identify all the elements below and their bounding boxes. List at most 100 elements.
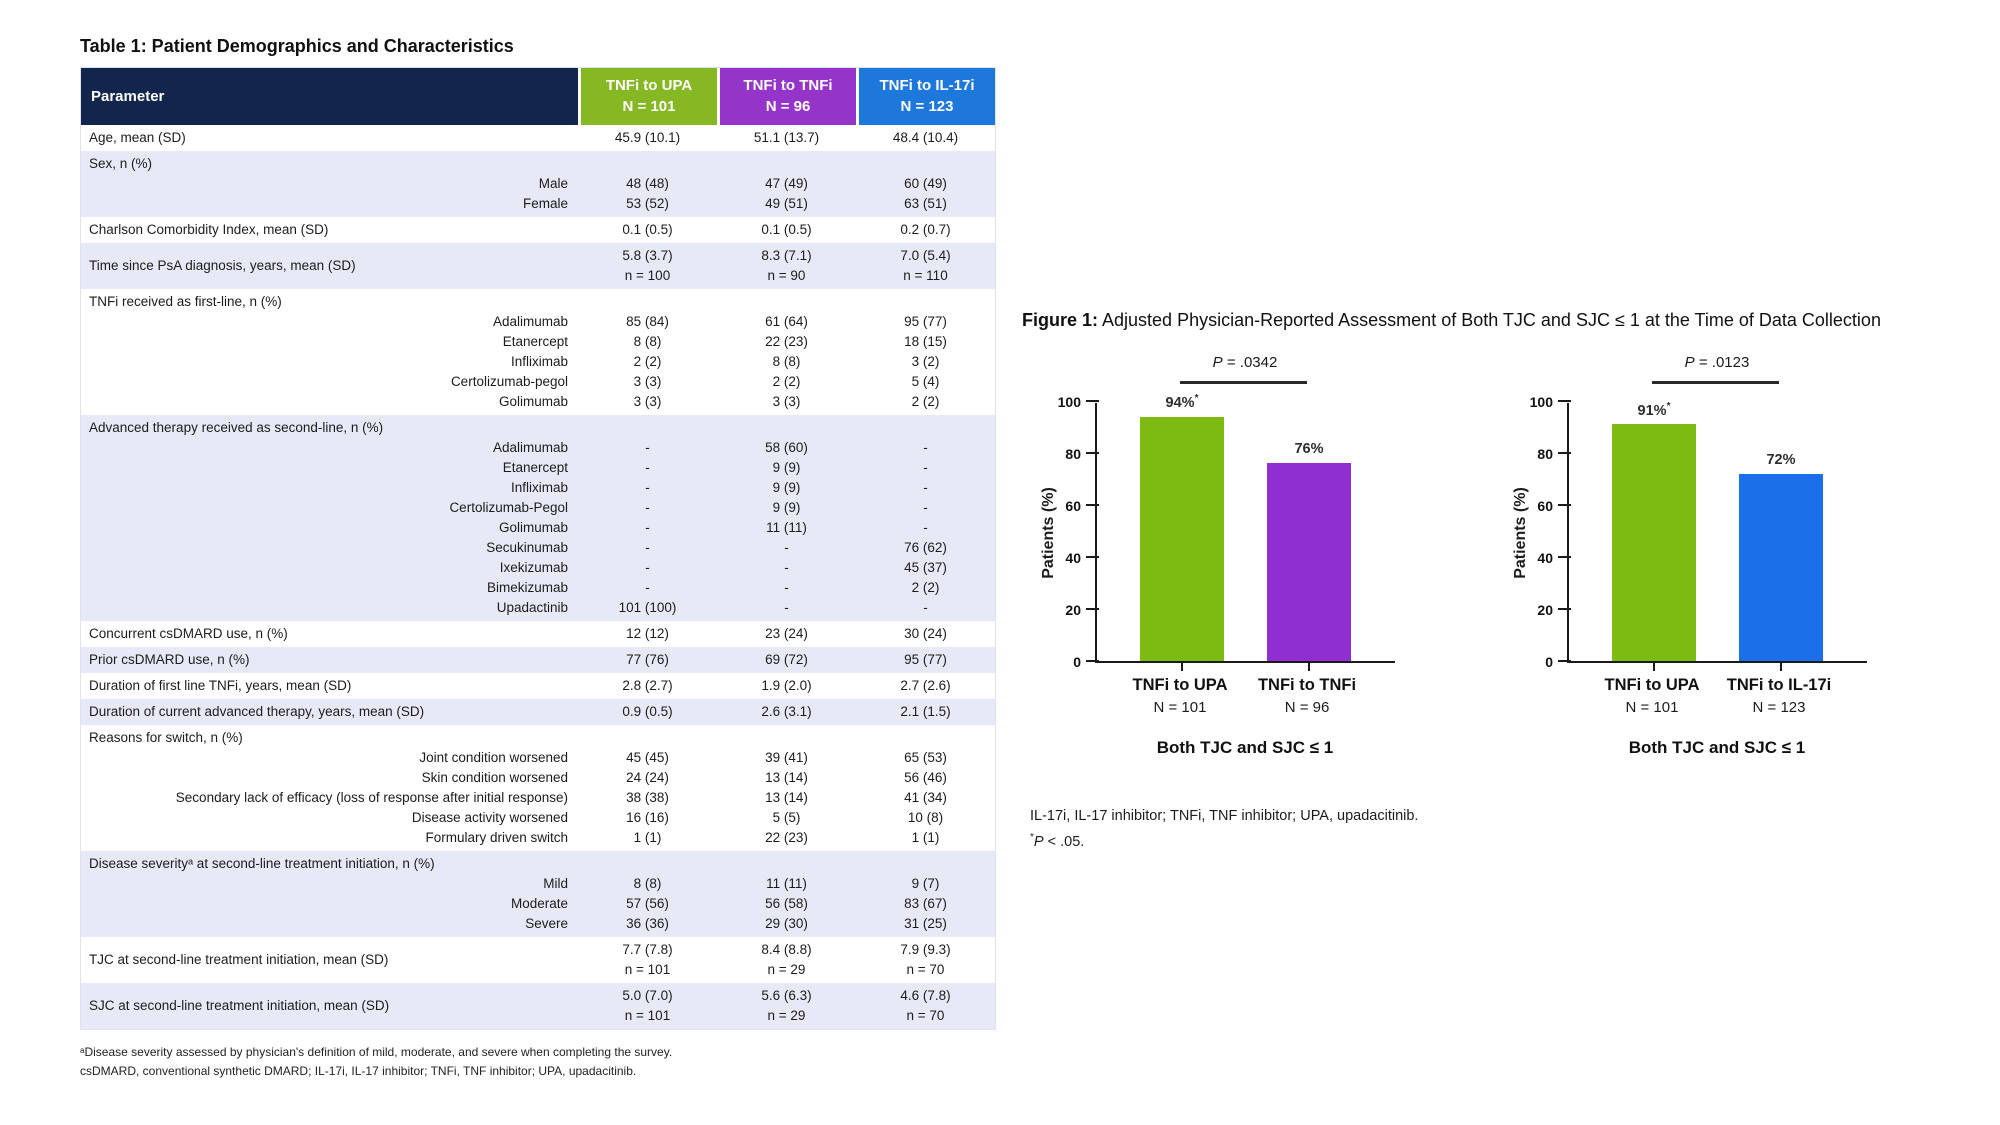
row-sublabel: Ixekizumab	[499, 560, 568, 575]
plot-area: 0 20 40 60 80 100 94%* 76%	[1058, 393, 1395, 671]
cell-value: 56 (58)	[765, 896, 808, 911]
y-tick	[1086, 555, 1099, 559]
cell-value: 85 (84)	[626, 314, 669, 329]
cell-value: 77 (76)	[626, 652, 669, 667]
table-footnotes: ᵃDisease severity assessed by physician'…	[80, 1043, 996, 1081]
table-row: SJC at second-line treatment initiation,…	[81, 986, 995, 1026]
table-row: Skin condition worsened 24 (24) 13 (14) 56 …	[81, 768, 995, 788]
row-label: Sex, n (%)	[89, 156, 153, 171]
cell-value: 101 (100)	[618, 600, 677, 615]
bar-chart-upa-vs-il17i: P = .0123 Patients (%) 0 20 40 60 80 100 91%* 7…	[1492, 348, 1952, 788]
table-row: Etanercept 8 (8) 22 (23) 18 (15)	[81, 332, 995, 352]
cell-value: -	[923, 600, 928, 615]
cell-value: 10 (8)	[907, 810, 944, 825]
row-label: Disease severityᵃ at second-line treatme…	[89, 856, 435, 871]
table-1: Table 1: Patient Demographics and Charac…	[80, 36, 996, 1081]
table-footnote-a: ᵃDisease severity assessed by physician'…	[80, 1045, 673, 1059]
table-row: Male 48 (48) 47 (49) 60 (49)	[81, 174, 995, 194]
row-sublabel: Certolizumab-Pegol	[449, 500, 568, 515]
table-row-block: Age, mean (SD) 45.9 (10.1) 51.1 (13.7) 48.4…	[81, 125, 995, 151]
table-header-row: Parameter TNFi to UPA N = 101 TNFi to TN…	[81, 68, 995, 125]
cell-value: -	[923, 480, 928, 495]
cell-value: 57 (56)	[626, 896, 669, 911]
row-label: Charlson Comorbidity Index, mean (SD)	[89, 222, 329, 237]
x-axis-title: Both TJC and SJC ≤ 1	[1156, 738, 1334, 757]
table-row: TJC at second-line treatment initiation,…	[81, 940, 995, 980]
significance-asterisk: *	[1194, 392, 1199, 404]
row-sublabel: Adalimumab	[492, 314, 568, 329]
bar	[1140, 416, 1224, 661]
cell-value: 5 (5)	[772, 810, 801, 825]
table-body: Age, mean (SD) 45.9 (10.1) 51.1 (13.7) 48.4…	[81, 125, 995, 1029]
cell-value: 38 (38)	[626, 790, 669, 805]
table-row: Reasons for switch, n (%)	[81, 728, 995, 748]
table-row: Certolizumab-Pegol - 9 (9) -	[81, 498, 995, 518]
cell-value: 45.9 (10.1)	[614, 130, 681, 145]
bar-value-label: 91%*	[1637, 400, 1671, 419]
y-tick-label: 100	[1529, 394, 1553, 410]
table-row: Secukinumab - - 76 (62)	[81, 538, 995, 558]
row-label: Reasons for switch, n (%)	[89, 730, 243, 745]
table-row-block: Prior csDMARD use, n (%) 77 (76) 69 (72) 95…	[81, 647, 995, 673]
table-row: Golimumab - 11 (11) -	[81, 518, 995, 538]
cell-value: -	[923, 520, 928, 535]
cell-value: 7.7 (7.8) n = 101	[622, 942, 673, 977]
table-row: Certolizumab-pegol 3 (3) 2 (2) 5 (4)	[81, 372, 995, 392]
cell-value: -	[645, 440, 650, 455]
cell-value: 11 (11)	[766, 876, 807, 891]
bar-value-label: 94%*	[1165, 392, 1199, 411]
cell-value: 2 (2)	[633, 354, 662, 369]
cell-value: 13 (14)	[765, 770, 808, 785]
significance-asterisk: *	[1666, 400, 1671, 412]
table-row: Moderate 57 (56) 56 (58) 83 (67)	[81, 894, 995, 914]
table-row: Infliximab - 9 (9) -	[81, 478, 995, 498]
bar-value-label: 72%	[1766, 451, 1796, 468]
cell-value: 3 (3)	[633, 374, 662, 389]
figure-footnote-significance: *P < .05.	[1030, 832, 1085, 850]
significance-bracket	[1652, 381, 1779, 384]
y-tick-label: 20	[1065, 602, 1081, 618]
x-tick	[1180, 663, 1184, 671]
plot-area: 0 20 40 60 80 100 91%* 72%	[1530, 394, 1867, 671]
row-sublabel: Adalimumab	[492, 440, 568, 455]
cell-value: 3 (3)	[772, 394, 801, 409]
table-row-block: Concurrent csDMARD use, n (%) 12 (12) 23 (…	[81, 621, 995, 647]
cell-value: 30 (24)	[904, 626, 947, 641]
cell-value: 8 (8)	[633, 876, 662, 891]
y-axis-label: Patients (%)	[1040, 487, 1057, 579]
table-row-block: Advanced therapy received as second-line…	[81, 415, 995, 621]
cell-value: 7.0 (5.4) n = 110	[900, 248, 951, 283]
table-row: Time since PsA diagnosis, years, mean (S…	[81, 246, 995, 286]
cell-value: 5.6 (6.3) n = 29	[761, 988, 812, 1023]
cell-value: 60 (49)	[904, 176, 947, 191]
y-tick	[1558, 399, 1571, 403]
y-tick	[1086, 659, 1099, 663]
row-sublabel: Formulary driven switch	[425, 830, 568, 845]
table-row: Charlson Comorbidity Index, mean (SD) 0.1…	[81, 220, 995, 240]
category-tnfi-to-upa: TNFi to UPA N = 101	[1604, 676, 1700, 716]
cell-value: 5 (4)	[911, 374, 940, 389]
y-tick-label: 20	[1537, 602, 1553, 618]
cell-value: 45 (45)	[626, 750, 669, 765]
cell-value: 95 (77)	[904, 314, 947, 329]
table-row-block: Time since PsA diagnosis, years, mean (S…	[81, 243, 995, 289]
bar	[1612, 424, 1696, 661]
y-tick-label: 80	[1065, 446, 1081, 462]
y-tick	[1558, 451, 1571, 455]
row-sublabel: Moderate	[510, 896, 568, 911]
bar	[1267, 463, 1351, 661]
table-row: Sex, n (%)	[81, 154, 995, 174]
row-sublabel: Secondary lack of efficacy (loss of resp…	[175, 790, 568, 805]
cell-value: -	[645, 460, 650, 475]
cell-value: -	[645, 500, 650, 515]
cell-value: 76 (62)	[904, 540, 947, 555]
row-label: TJC at second-line treatment initiation,…	[89, 952, 389, 967]
cell-value: -	[923, 460, 928, 475]
y-tick-label: 60	[1537, 498, 1553, 514]
header-col-tnfi-to-upa: TNFi to UPA N = 101	[578, 68, 717, 125]
y-tick	[1558, 607, 1571, 611]
cell-value: 1 (1)	[911, 830, 940, 845]
figure-title-text: Adjusted Physician-Reported Assessment o…	[1098, 310, 1881, 330]
category-tnfi-to-il17i: TNFi to IL-17i N = 123	[1726, 676, 1832, 716]
cell-value: -	[645, 520, 650, 535]
